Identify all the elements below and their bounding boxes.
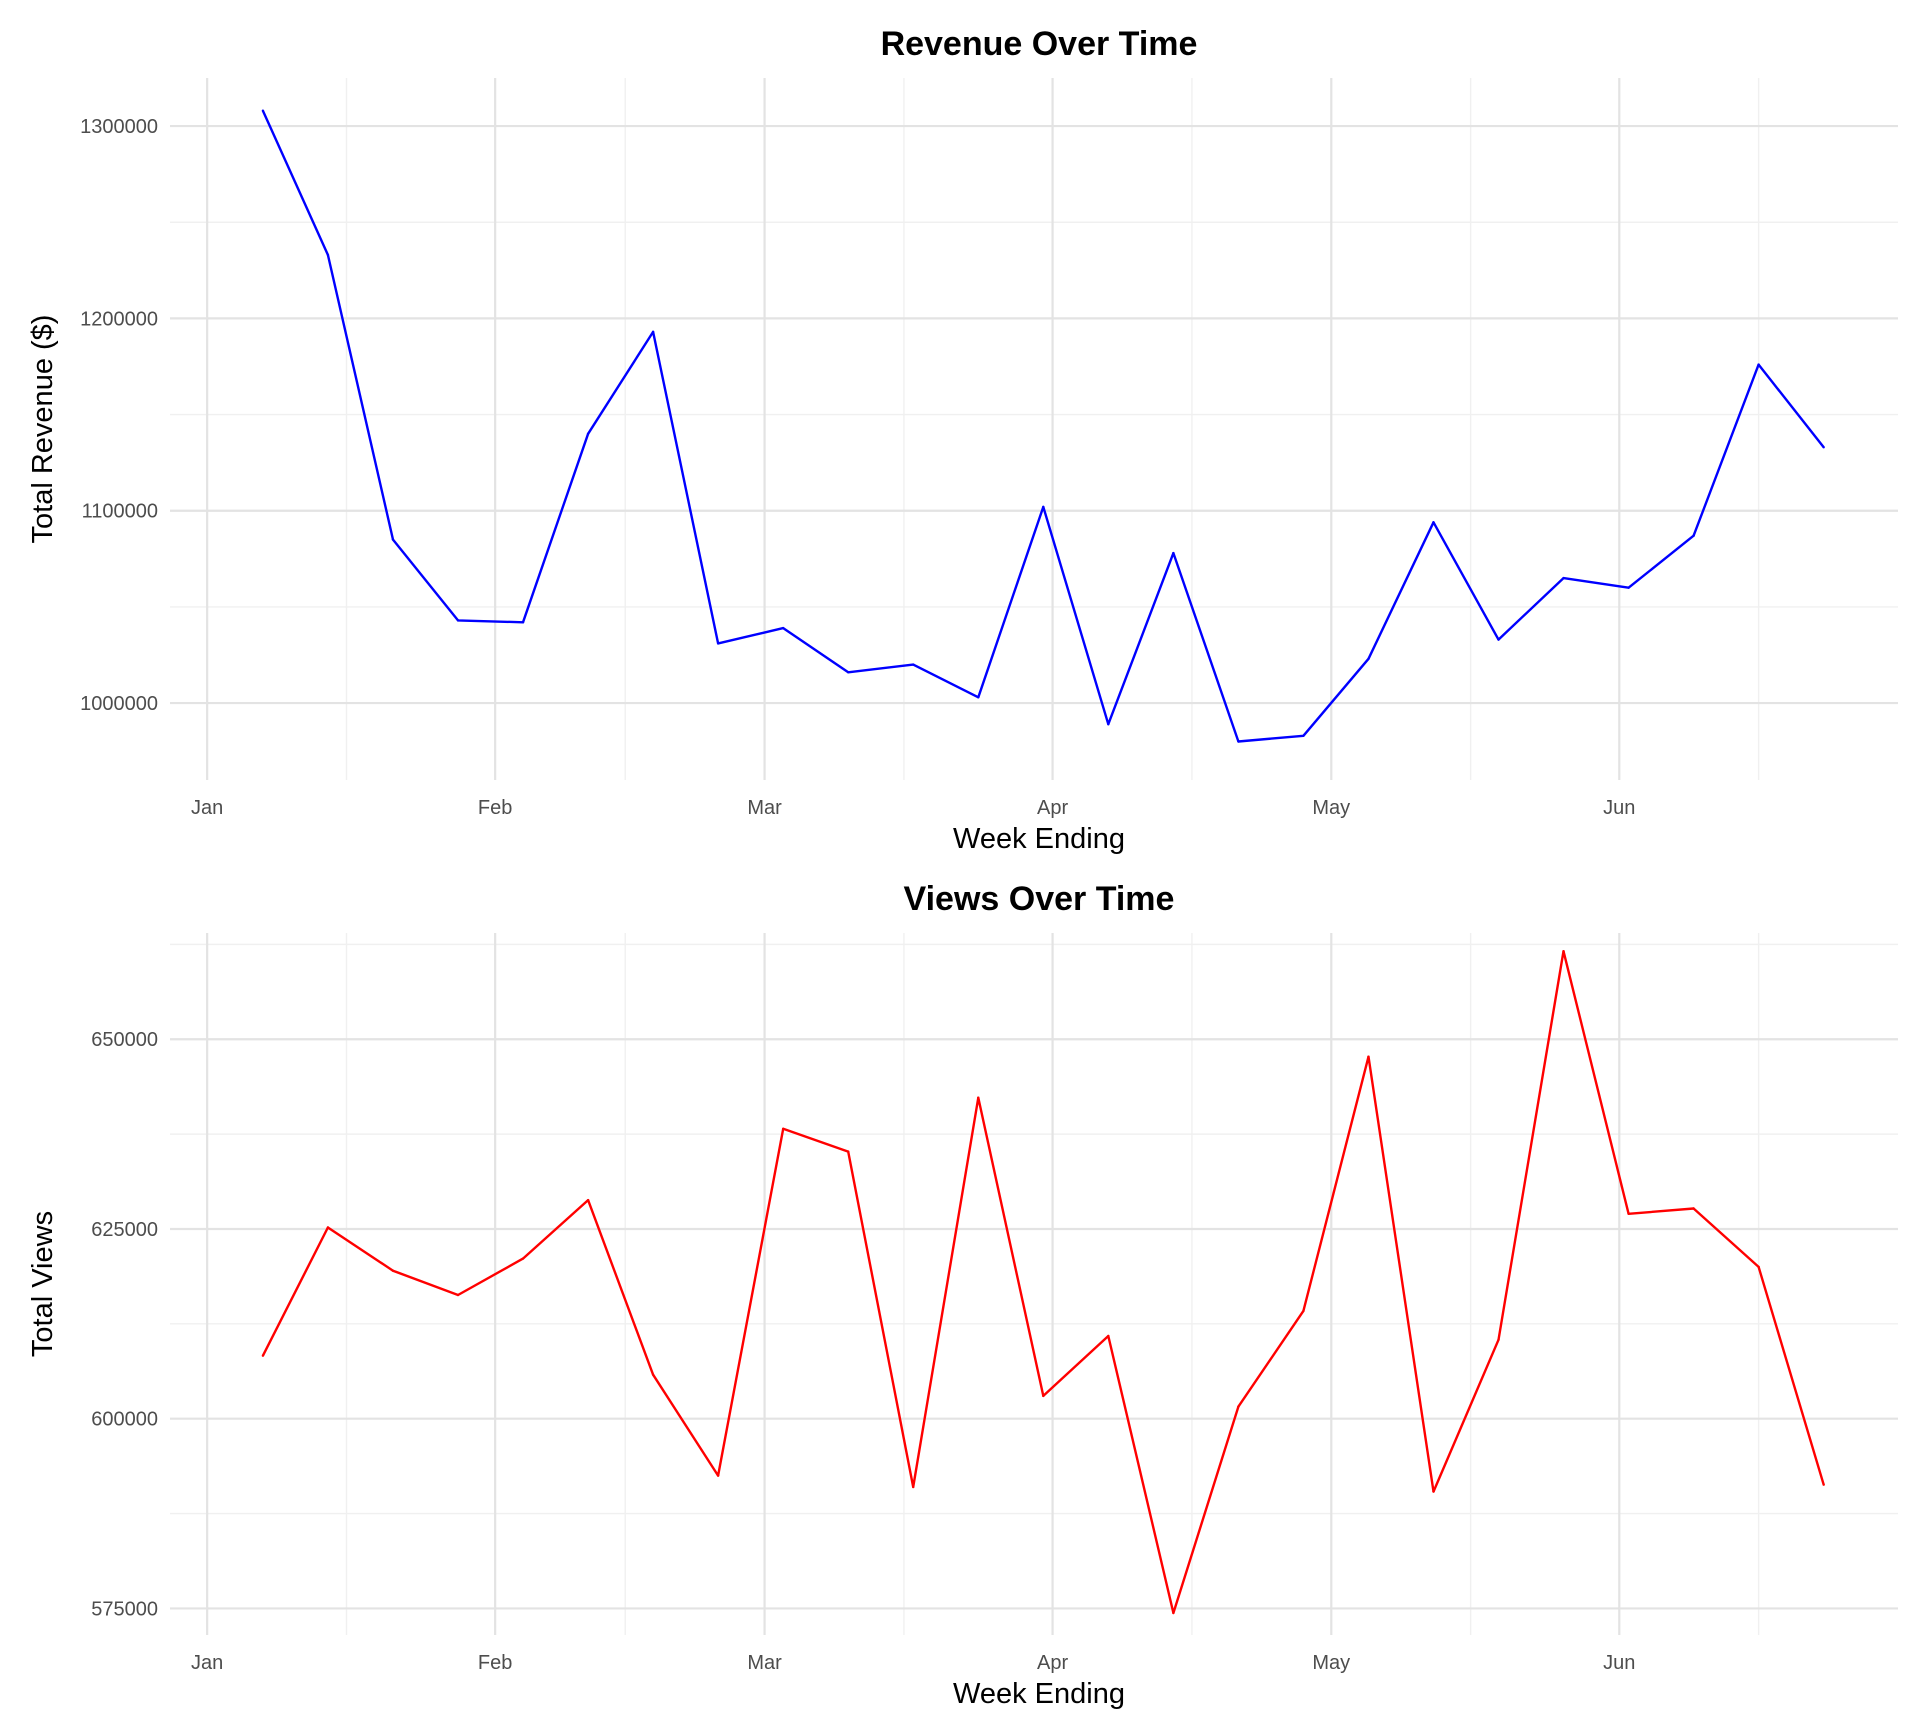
data-point <box>716 642 720 645</box>
data-point <box>1302 1309 1305 1313</box>
data-point <box>1172 551 1175 555</box>
x-axis-title: Week Ending <box>953 823 1125 855</box>
data-point <box>326 1226 330 1229</box>
chart-panel-2: 575000 600000 625000 650000 Jan Feb Mar Apr May J… <box>27 880 1898 1710</box>
data-point <box>1497 638 1500 641</box>
data-point <box>1107 723 1110 726</box>
x-tick-label: May <box>1312 797 1350 819</box>
data-point <box>1692 1207 1695 1210</box>
data-point <box>456 619 460 622</box>
x-axis-title: Week Ending <box>953 1678 1125 1710</box>
data-point <box>1042 505 1045 509</box>
data-point <box>1757 1265 1760 1269</box>
data-point <box>781 626 785 630</box>
x-tick-label: Jun <box>1603 1652 1635 1674</box>
data-point <box>521 1257 525 1260</box>
data-point <box>1107 1334 1110 1338</box>
y-tick-label: 1200000 <box>80 308 158 330</box>
data-point <box>846 1150 850 1153</box>
data-point <box>912 1485 915 1489</box>
x-tick-label: May <box>1312 1652 1350 1674</box>
data-point <box>391 1269 395 1272</box>
data-point <box>1432 521 1435 524</box>
data-point <box>651 1373 655 1376</box>
chart-title: Revenue Over Time <box>881 25 1198 63</box>
data-point <box>1302 734 1305 737</box>
data-point <box>716 1474 720 1477</box>
data-point <box>846 671 850 674</box>
data-point <box>391 538 395 541</box>
y-tick-label: 1300000 <box>80 116 158 138</box>
data-point <box>651 330 655 334</box>
data-point <box>1757 363 1760 366</box>
data-point <box>1822 446 1825 449</box>
data-point <box>586 432 590 436</box>
data-point <box>456 1293 460 1297</box>
x-tick-label: Jan <box>191 797 223 819</box>
y-tick-label: 600000 <box>91 1409 158 1431</box>
x-tick-label: Jan <box>191 1652 223 1674</box>
x-tick-label: Mar <box>747 1652 782 1674</box>
y-tick-label: 650000 <box>91 1029 158 1051</box>
data-point <box>326 253 330 257</box>
x-tick-label: Feb <box>478 1652 512 1674</box>
data-point <box>261 1354 265 1357</box>
y-tick-label: 1100000 <box>82 501 158 523</box>
data-point <box>1497 1338 1500 1341</box>
y-tick-label: 625000 <box>91 1219 158 1241</box>
y-axis-title: Total Revenue ($) <box>27 315 59 544</box>
data-point <box>1237 740 1240 743</box>
chart-title: Views Over Time <box>904 880 1175 918</box>
x-tick-label: Apr <box>1037 797 1068 819</box>
data-point <box>1562 950 1565 953</box>
data-point <box>1692 534 1695 537</box>
chart-panel-1: 1000000 1100000 1200000 1300000 Jan Feb Mar Apr… <box>27 25 1898 855</box>
y-tick-label: 1000000 <box>80 693 158 715</box>
data-point <box>977 696 980 699</box>
series-line-1 <box>261 110 1825 743</box>
data-point <box>1627 1212 1630 1216</box>
data-point <box>977 1096 980 1099</box>
data-point <box>521 621 525 624</box>
data-point <box>586 1198 590 1202</box>
x-tick-label: Jun <box>1603 797 1635 819</box>
data-point <box>781 1127 785 1131</box>
x-tick-label: Mar <box>747 797 782 819</box>
data-point <box>912 663 915 666</box>
data-point <box>1432 1490 1435 1493</box>
x-tick-label: Apr <box>1037 1652 1068 1674</box>
y-tick-label: 575000 <box>91 1598 158 1620</box>
data-point <box>1172 1611 1175 1615</box>
data-point <box>1367 657 1370 661</box>
x-tick-label: Feb <box>478 797 512 819</box>
data-point <box>1822 1483 1825 1486</box>
data-point <box>1562 576 1565 580</box>
y-axis-title: Total Views <box>27 1211 59 1357</box>
data-point <box>1042 1394 1045 1398</box>
data-point <box>1237 1405 1240 1408</box>
data-point <box>1627 586 1630 589</box>
data-point <box>261 109 265 112</box>
data-point <box>1367 1055 1370 1058</box>
